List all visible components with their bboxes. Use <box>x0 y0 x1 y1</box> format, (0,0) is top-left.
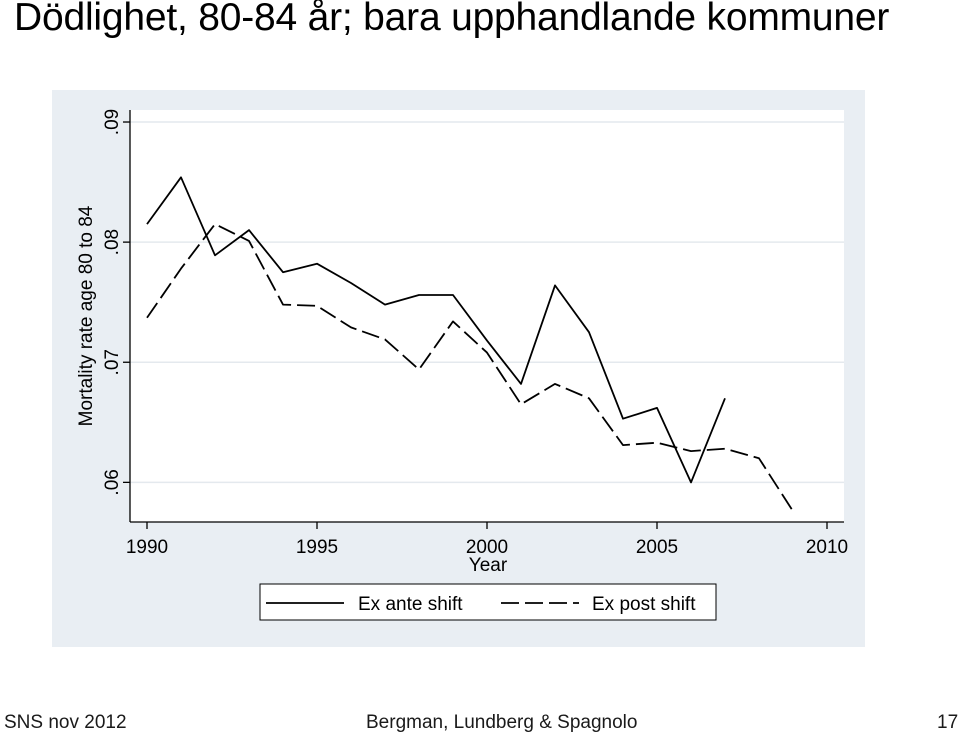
slide-title: Dödlighet, 80-84 år; bara upphandlande k… <box>14 0 890 39</box>
series-line-ex-post-shift <box>146 223 794 512</box>
x-tick-label: 1990 <box>126 537 168 558</box>
y-tick-label: .07 <box>102 349 123 375</box>
x-tick-label: 1995 <box>296 537 338 558</box>
legend-label-ex-ante: Ex ante shift <box>358 594 463 615</box>
legend-label-ex-post: Ex post shift <box>592 594 696 615</box>
x-tick-label: 2000 <box>466 537 508 558</box>
series-line-ex-ante-shift <box>146 176 726 484</box>
x-tick-label: 2005 <box>636 537 678 558</box>
y-axis-title: Mortality rate age 80 to 84 <box>76 205 97 426</box>
x-axis-ticks: 1990 1995 2000 2005 2010 <box>126 522 848 558</box>
page-number: 17 <box>937 712 959 733</box>
y-tick-label: .09 <box>102 109 123 135</box>
y-tick-label: .06 <box>102 469 123 495</box>
series <box>146 176 794 512</box>
x-tick-label: 2010 <box>806 537 848 558</box>
y-tick-label: .08 <box>102 229 123 255</box>
footer-center: Bergman, Lundberg & Spagnolo <box>366 712 638 733</box>
y-axis-ticks: .06 .07 .08 .09 <box>102 109 130 496</box>
footer-left: SNS nov 2012 <box>4 712 127 733</box>
x-axis-title: Year <box>469 555 508 576</box>
legend: Ex ante shift Ex post shift <box>259 583 717 621</box>
plot-area <box>130 110 844 522</box>
legend-box <box>259 583 717 621</box>
line-chart: .06 .07 .08 .09 1990 1995 2000 2005 2010 Mortal… <box>76 109 848 621</box>
chart-panel: .06 .07 .08 .09 1990 1995 2000 2005 2010 Mortal… <box>52 90 865 647</box>
